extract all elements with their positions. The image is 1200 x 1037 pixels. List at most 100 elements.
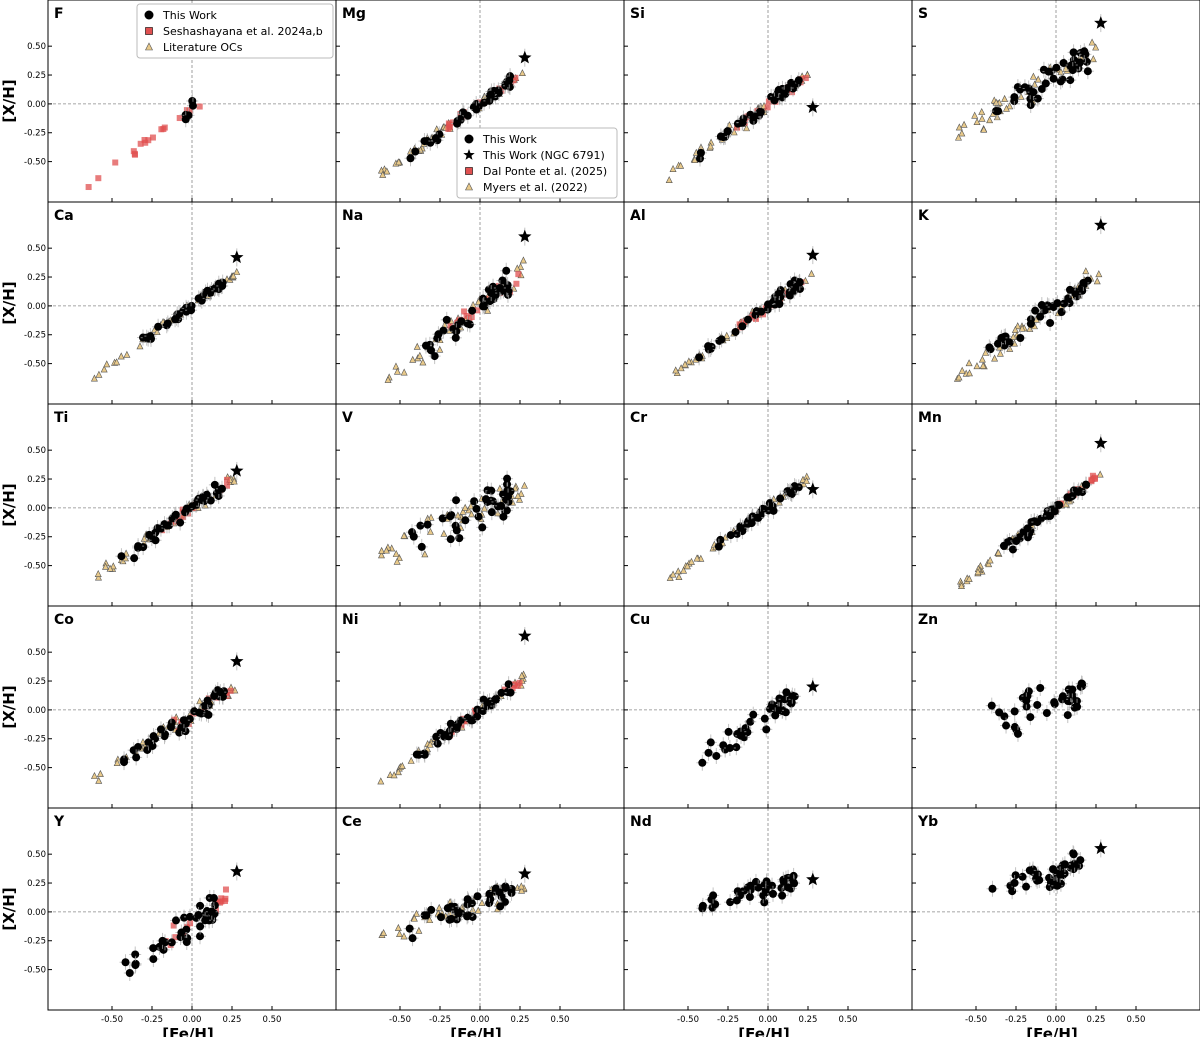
thiswork-point [1036,683,1045,692]
myers-point [113,759,121,767]
myers-point [1093,277,1101,285]
thiswork-point [1083,67,1092,76]
thiswork-point [1031,306,1040,315]
myers-point [1088,38,1096,46]
thiswork-point [780,89,789,98]
myers-point [400,368,408,376]
dalponte-point [450,119,457,126]
thiswork-point [987,701,996,710]
panel-ca: Ca 0.50 0.25 0.00 -0.25 -0.50 [X/H] [0,201,337,405]
myers-point [683,562,691,570]
thiswork-point [154,322,163,331]
thiswork-point [786,280,795,289]
thiswork-point [486,90,495,99]
myers-point [426,740,434,748]
xtick-label: -0.50 [101,1015,123,1025]
element-label: Al [630,208,646,224]
myers-point [407,756,415,764]
thiswork-point [167,938,176,947]
myers-point [516,495,524,503]
thiswork-point [146,332,155,341]
myers-point [517,262,525,270]
myers-point [723,331,731,339]
thiswork-point [732,896,741,905]
thiswork-point [770,96,779,105]
myers-point [379,170,387,178]
thiswork-point [775,300,784,309]
thiswork-point [209,894,218,903]
thiswork-point [1033,700,1042,709]
thiswork-point [771,711,780,720]
myers-point [808,269,815,277]
dalponte-point [170,922,177,929]
thiswork-point [491,695,500,704]
thiswork-point [121,958,130,967]
thiswork-point [451,333,460,342]
thiswork-point [467,716,476,725]
thiswork-point [763,300,772,309]
thiswork-point [723,127,732,136]
legend-label: Myers et al. (2022) [483,181,587,194]
panel-al: Al [623,201,913,405]
panel-v: V [335,403,625,607]
thiswork-point [497,501,506,510]
thiswork-point [1075,58,1084,67]
thiswork-point [716,535,725,544]
myers-point [392,362,400,370]
xtick-label: -0.25 [141,1015,163,1025]
dalponte-point [95,175,102,182]
dalponte-point [142,139,149,146]
y-axis-label: [X/H] [0,483,18,526]
thiswork-point [1069,48,1078,57]
dalponte-point [222,897,229,904]
thiswork-point [1022,882,1031,891]
legend-marker-square [465,167,473,175]
myers-point [436,345,444,353]
legend-label: Seshashayana et al. 2024a,b [163,25,323,38]
thiswork-point [483,698,492,707]
legend-marker-circle [464,134,474,144]
thiswork-point [453,119,462,128]
ngc6791-star [1094,16,1108,29]
thiswork-point [487,486,496,495]
thiswork-point [1026,713,1035,722]
thiswork-point [417,542,426,551]
thiswork-point [217,484,226,493]
thiswork-point [162,521,171,530]
thiswork-point [179,716,188,725]
thiswork-point [1049,865,1058,874]
thiswork-point [452,496,461,505]
thiswork-point [468,306,477,315]
legend-marker-square [145,27,153,35]
dalponte-point [514,682,521,689]
myers-point [677,364,685,372]
thiswork-point [426,346,435,355]
myers-point [519,256,527,264]
thiswork-point [1056,77,1065,86]
thiswork-point [1023,533,1032,542]
myers-point [680,566,688,574]
ytick-label: 0.00 [27,504,46,514]
myers-point [94,570,102,577]
thiswork-point [1027,518,1036,527]
thiswork-point [1065,285,1074,294]
myers-point [416,351,424,359]
myers-point [982,348,990,356]
myers-point [393,557,401,565]
thiswork-point [1073,488,1082,497]
thiswork-point [1069,850,1078,859]
thiswork-point [724,727,733,736]
dalponte-point [222,886,229,893]
myers-point [377,551,385,559]
thiswork-point [1016,334,1025,343]
myers-point [978,107,986,115]
myers-point [480,504,488,512]
thiswork-point [171,510,180,519]
thiswork-point [132,753,141,762]
myers-point [117,352,125,360]
myers-point [960,120,968,128]
dalponte-point [149,134,156,141]
thiswork-point [781,708,790,717]
thiswork-point [204,710,213,719]
thiswork-point [726,898,735,907]
